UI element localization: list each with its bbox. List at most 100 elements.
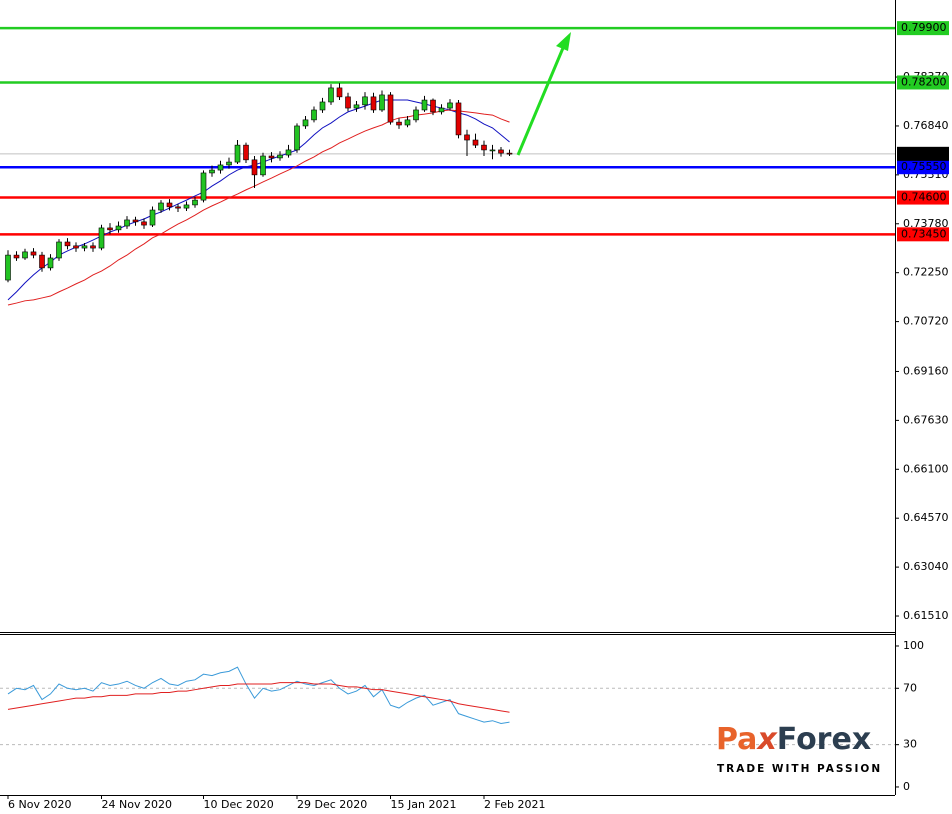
candle-body [311, 109, 317, 121]
candle-body [260, 155, 266, 176]
level-label-box [897, 190, 949, 205]
logo-part: Forex [777, 722, 871, 757]
candle-body [149, 209, 156, 226]
candle-body [64, 241, 71, 247]
candle-body [166, 202, 173, 208]
x-tick-label: 10 Dec 2020 [204, 798, 274, 811]
candle-body [107, 227, 113, 231]
candle-body [115, 225, 122, 231]
y-tick-label: 100 [903, 639, 924, 652]
y-tick-label: 0.72250 [903, 266, 949, 279]
candle-body [294, 125, 300, 151]
x-tick-label: 15 Jan 2021 [391, 798, 457, 811]
candle-body [396, 121, 402, 126]
candle-body [413, 109, 419, 121]
level-label: 0.73450 [901, 227, 947, 240]
x-tick-label: 24 Nov 2020 [102, 798, 172, 811]
oscillator-panel: 100 70 30 0 6 Nov 2020 24 Nov 2020 10 Dec 2020… [0, 639, 924, 811]
candle-body [234, 144, 241, 163]
candle-body [22, 251, 28, 259]
level-label-box [897, 21, 949, 36]
y-tick-label: 0.61510 [903, 609, 949, 622]
candle-body [277, 154, 283, 159]
y-tick-label: 0.64570 [903, 511, 949, 524]
candle-body [345, 96, 351, 109]
candle-body [81, 245, 88, 249]
arrow-shaft [516, 47, 565, 156]
y-tick-label: 70 [903, 681, 917, 694]
candle-body [47, 257, 54, 269]
oscillator-line [7, 682, 510, 713]
candle-body [39, 254, 45, 269]
level-label-box [897, 227, 949, 242]
levels [0, 26, 895, 236]
candle-body [98, 227, 105, 249]
candle-body [353, 104, 360, 109]
candle-body [13, 254, 20, 259]
candle-body [200, 172, 207, 201]
candle-body [226, 161, 232, 166]
logo-tagline: TRADE WITH PASSION [717, 763, 882, 775]
candle-body [285, 149, 292, 156]
candle-body [302, 119, 309, 127]
candle-body [328, 87, 334, 103]
candle-body [481, 144, 487, 151]
candle-body [251, 159, 258, 176]
candle-body [430, 99, 436, 113]
candle-body [404, 119, 411, 126]
candle-body [336, 87, 343, 98]
candle-body [370, 96, 377, 111]
level-label: 0.74600 [901, 191, 947, 204]
logo: PaxForex TRADE WITH PASSION [716, 722, 882, 776]
logo-name: PaxForex [716, 722, 871, 757]
candle-body [498, 149, 504, 154]
y-tick-label: 0.66100 [903, 462, 949, 475]
candle-body [73, 245, 79, 249]
x-tick-label: 6 Nov 2020 [8, 798, 71, 811]
candle-body [387, 94, 394, 123]
candle-body [158, 202, 164, 211]
candle-body [192, 199, 198, 206]
candle-body [506, 152, 513, 155]
candle-body [30, 251, 37, 256]
y-tick-label: 0.67630 [903, 413, 949, 426]
logo-part: Pa [716, 722, 757, 757]
candle-body [141, 221, 147, 226]
level-label: 0.75550 [901, 160, 947, 173]
candle-body [362, 96, 368, 106]
y-tick-label: 0.70720 [903, 315, 949, 328]
logo-part: x [755, 722, 778, 757]
candle-body [5, 254, 11, 281]
level-label: 0.78200 [901, 75, 947, 88]
y-tick-label: 0.73780 [903, 217, 949, 230]
level-label-box [897, 75, 949, 90]
candle-body [464, 134, 470, 141]
y-tick-label: 0.76840 [903, 119, 949, 132]
target-arrow [516, 32, 571, 156]
price-panel: 0.783700.768400.753100.737800.722500.707… [0, 21, 949, 622]
candle-body [243, 144, 249, 161]
current-price-label: 0.75968 [901, 147, 947, 160]
candle-body [319, 101, 326, 111]
candle-body [217, 164, 224, 171]
candle-body [183, 204, 190, 209]
candle-body [132, 219, 139, 223]
x-tick-label: 2 Feb 2021 [484, 798, 545, 811]
candle-body [438, 107, 445, 113]
candle-body [421, 99, 428, 111]
candle-body [56, 241, 62, 259]
candle-body [472, 139, 479, 146]
y-tick-label: 0 [903, 780, 910, 793]
candle-body [489, 149, 496, 152]
candle-body [447, 102, 453, 109]
moving-average [7, 109, 510, 306]
candle-body [209, 169, 215, 174]
x-tick-label: 29 Dec 2020 [297, 798, 367, 811]
candle-body [124, 219, 130, 227]
level-label: 0.79900 [901, 21, 947, 34]
level-label-box [897, 160, 949, 175]
y-tick-label: 0.63040 [903, 560, 949, 573]
candle-body [90, 245, 96, 249]
